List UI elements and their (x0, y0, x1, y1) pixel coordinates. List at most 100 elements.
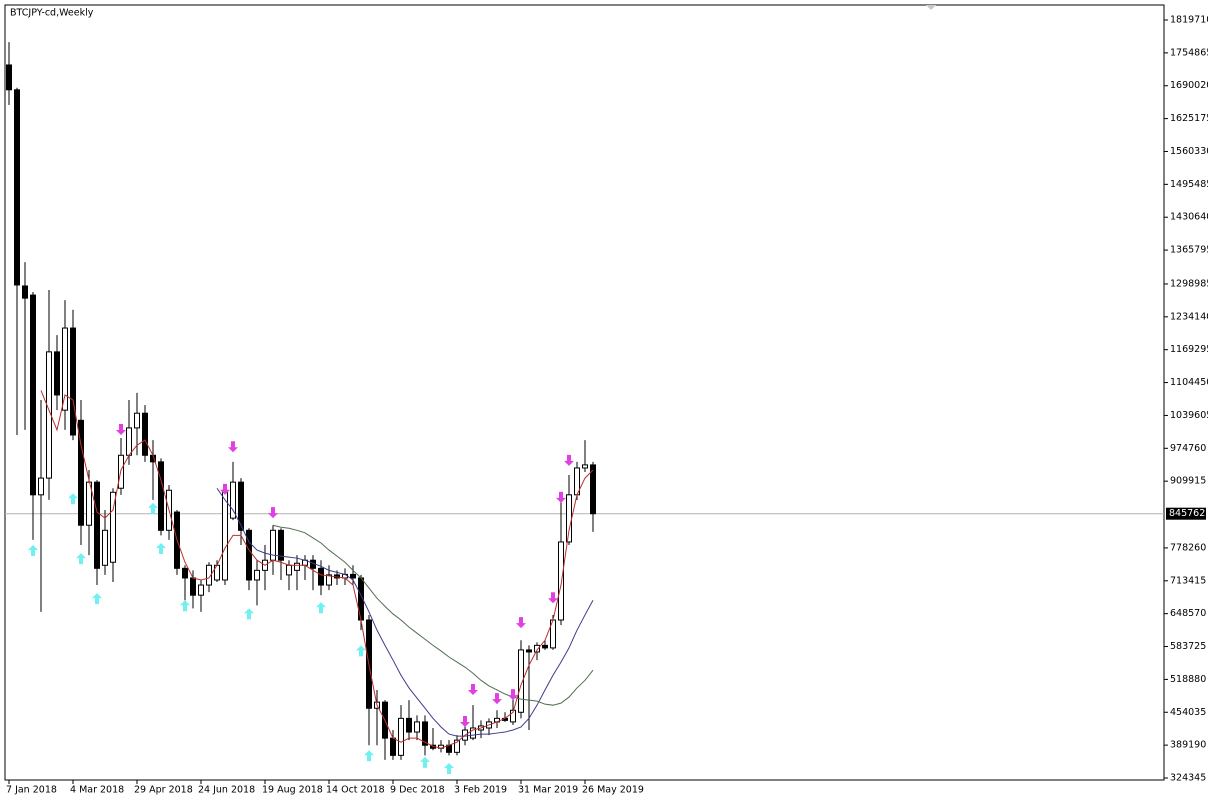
y-tick-label: 1495485 (1170, 179, 1208, 190)
up-arrow (244, 608, 254, 620)
y-tick-label: 1298985 (1170, 278, 1208, 289)
moving-average (40, 390, 594, 749)
down-arrow (556, 491, 566, 503)
candle-body (454, 739, 460, 753)
candle-body (238, 481, 244, 531)
down-arrow (220, 483, 230, 495)
candle-body (326, 574, 332, 586)
down-arrow (228, 441, 238, 453)
y-tick-label: 1819710 (1170, 14, 1208, 25)
up-arrow (76, 553, 86, 565)
candle-body (54, 351, 60, 396)
candle-body (534, 644, 540, 653)
y-tick-label: 1365795 (1170, 245, 1208, 256)
candle-body (422, 721, 428, 746)
up-arrow (28, 545, 38, 557)
candle-body (94, 481, 100, 569)
candle-body (30, 294, 36, 496)
scroll-marker (926, 5, 936, 10)
candle-body (182, 567, 188, 579)
x-tick-label: 4 Mar 2018 (70, 785, 124, 796)
y-tick-label: 583725 (1170, 641, 1206, 652)
candle-body (134, 412, 140, 429)
down-arrow (460, 715, 470, 727)
y-tick-label: 1754865 (1170, 47, 1208, 58)
candle-body (406, 717, 412, 733)
candle-body (70, 327, 76, 436)
y-tick-label: 778260 (1170, 542, 1206, 553)
y-tick-label: 454035 (1170, 707, 1206, 718)
candle-body (6, 64, 12, 91)
down-arrow (268, 507, 278, 519)
candle-body (142, 412, 148, 456)
y-tick-label: 909915 (1170, 476, 1206, 487)
y-tick-label: 1560330 (1170, 146, 1208, 157)
candle-body (38, 477, 44, 496)
candle-body (46, 351, 52, 479)
candle-body (22, 285, 28, 299)
candle-body (470, 727, 476, 739)
x-tick-label: 26 May 2019 (582, 785, 644, 796)
candle-body (206, 564, 212, 586)
plot-frame (4, 4, 1165, 781)
y-tick-label: 648570 (1170, 608, 1206, 619)
candle-body (126, 427, 132, 456)
up-arrow (444, 762, 454, 774)
chart-title: BTCJPY-cd,Weekly (10, 8, 94, 19)
y-tick-label: 1104450 (1170, 377, 1208, 388)
down-arrow (516, 617, 526, 629)
up-arrow (180, 600, 190, 612)
candle-body (518, 649, 524, 713)
candle-body (582, 464, 588, 469)
y-tick-label: 1625175 (1170, 113, 1208, 124)
candle-body (158, 461, 164, 531)
current-price-box (1166, 507, 1206, 520)
y-tick-label: 974760 (1170, 443, 1206, 454)
candle-body (558, 541, 564, 621)
moving-average (216, 487, 594, 737)
down-arrow (116, 424, 126, 436)
candle-body (198, 584, 204, 596)
y-tick-label: 324345 (1170, 773, 1206, 784)
candle-body (398, 717, 404, 756)
y-tick-label: 389190 (1170, 740, 1206, 751)
candle-body (246, 529, 252, 581)
down-arrow (492, 693, 502, 705)
candle-body (110, 491, 116, 563)
candle-body (190, 577, 196, 596)
up-arrow (420, 756, 430, 768)
x-tick-label: 7 Jan 2018 (6, 785, 57, 796)
x-tick-label: 24 Jun 2018 (198, 785, 255, 796)
moving-average (272, 524, 594, 706)
candle-body (390, 737, 396, 756)
candle-body (102, 529, 108, 566)
up-arrow (92, 593, 102, 605)
down-arrow (564, 454, 574, 466)
y-tick-label: 1430640 (1170, 212, 1208, 223)
candle-body (566, 494, 572, 543)
current-price-label: 845762 (1169, 508, 1205, 519)
candle-body (230, 481, 236, 519)
y-tick-label: 1690020 (1170, 80, 1208, 91)
candle-body (278, 529, 284, 561)
up-arrow (68, 493, 78, 505)
candle-body (318, 567, 324, 586)
down-arrow (548, 592, 558, 604)
candle-body (542, 644, 548, 649)
x-tick-label: 29 Apr 2018 (134, 785, 193, 796)
candle-body (62, 327, 68, 411)
up-arrow (316, 602, 326, 614)
up-arrow (156, 542, 166, 554)
up-arrow (148, 502, 158, 514)
x-tick-label: 3 Feb 2019 (454, 785, 507, 796)
x-tick-label: 19 Aug 2018 (262, 785, 323, 796)
y-tick-label: 1039605 (1170, 410, 1208, 421)
x-tick-label: 14 Oct 2018 (326, 785, 385, 796)
candle-body (222, 489, 228, 581)
candle-body (526, 649, 532, 653)
candle-body (510, 709, 516, 723)
y-tick-label: 1234140 (1170, 311, 1208, 322)
up-arrow (356, 645, 366, 657)
